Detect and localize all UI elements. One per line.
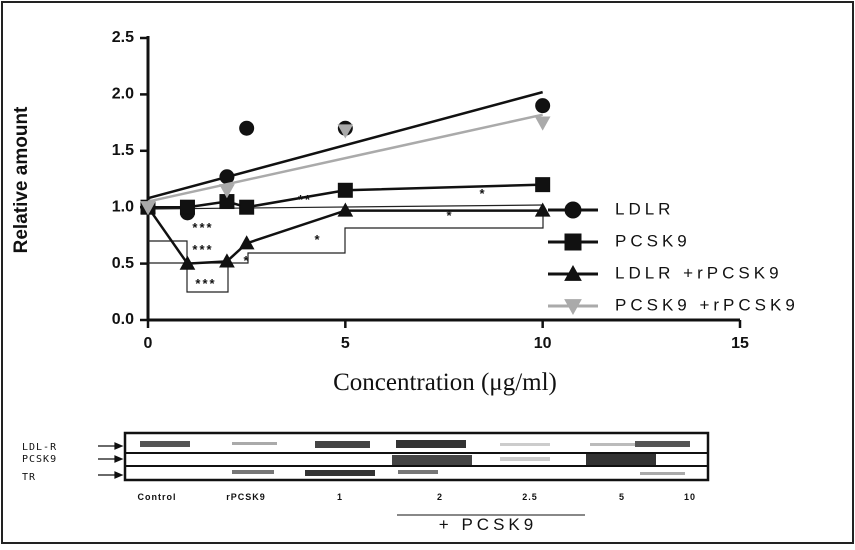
lane-label: 10	[684, 492, 696, 502]
marker	[219, 169, 235, 185]
fit-line	[147, 113, 543, 203]
y-tick-label: 1.0	[112, 198, 134, 215]
band	[500, 443, 550, 446]
marker	[337, 182, 353, 198]
arrow-head	[114, 455, 124, 463]
band	[232, 470, 274, 474]
marker	[337, 124, 354, 139]
band	[590, 443, 645, 446]
band	[398, 470, 438, 474]
marker	[219, 184, 235, 199]
lane-label: 1	[337, 492, 343, 502]
band	[315, 441, 370, 448]
y-tick-label: 0.0	[112, 311, 134, 328]
arrow-head	[114, 442, 124, 450]
legend-marker	[564, 201, 582, 219]
group-label: + PCSK9	[439, 515, 537, 534]
y-tick-label: 1.5	[112, 142, 134, 159]
marker	[534, 116, 551, 131]
band	[232, 442, 277, 445]
bands	[140, 440, 690, 476]
legend-label: PCSK9 +rPCSK9	[615, 295, 799, 314]
x-tick-label: 0	[144, 335, 153, 352]
marker	[179, 255, 196, 270]
significance-label: ***	[195, 276, 216, 291]
y-tick-label: 0.5	[112, 255, 134, 272]
marker	[535, 98, 551, 114]
marker	[337, 202, 354, 217]
marker	[219, 253, 235, 268]
significance-label: *	[243, 253, 250, 268]
significance-label: ***	[192, 220, 213, 235]
arrow-head	[114, 471, 124, 479]
x-tick-label: 15	[731, 335, 749, 352]
y-axis-label: Relative amount	[11, 106, 32, 253]
marker	[534, 202, 551, 217]
fit-line	[147, 90, 543, 200]
band	[640, 472, 685, 475]
significance-label: *	[479, 186, 486, 201]
band	[392, 455, 472, 465]
band	[396, 440, 466, 448]
row-label: TR	[22, 472, 36, 483]
lane-label: Control	[138, 492, 177, 502]
legend-marker	[564, 264, 582, 281]
band	[140, 441, 190, 447]
marker	[179, 199, 195, 215]
legend-marker	[564, 233, 582, 251]
legend-label: LDLR +rPCSK9	[615, 263, 783, 282]
legend-marker	[564, 299, 582, 316]
band	[635, 441, 690, 447]
marker	[238, 235, 255, 250]
significance-label: **	[298, 192, 312, 207]
row-arrows	[98, 442, 124, 479]
row-label: LDL-R	[22, 442, 57, 453]
marker	[239, 199, 255, 215]
series-line	[146, 206, 543, 265]
x-axis-label: Concentration (μg/ml)	[333, 369, 557, 396]
lane-label: 5	[619, 492, 625, 502]
row-label: PCSK9	[22, 454, 57, 465]
band	[586, 454, 656, 465]
bracket	[186, 263, 229, 293]
legend-label: LDLR	[615, 199, 674, 218]
marker	[535, 177, 551, 193]
legend-label: PCSK9	[615, 231, 691, 250]
y-tick-label: 2.0	[112, 86, 134, 103]
marker	[239, 120, 255, 136]
band	[305, 470, 375, 476]
significance-label: ***	[192, 242, 213, 257]
y-tick-label: 2.5	[112, 29, 134, 46]
x-tick-label: 5	[341, 335, 350, 352]
significance-label: *	[446, 208, 453, 223]
x-tick-label: 10	[534, 335, 552, 352]
lane-label: 2	[437, 492, 443, 502]
significance-label: *	[314, 232, 321, 247]
band	[500, 457, 550, 461]
lane-label: rPCSK9	[226, 492, 266, 502]
lane-label: 2.5	[522, 492, 538, 502]
bracket	[148, 240, 188, 263]
western-blot: LDL-R PCSK9 TR + PCSK9	[22, 431, 710, 534]
bracket	[228, 215, 544, 264]
marker	[140, 201, 156, 216]
